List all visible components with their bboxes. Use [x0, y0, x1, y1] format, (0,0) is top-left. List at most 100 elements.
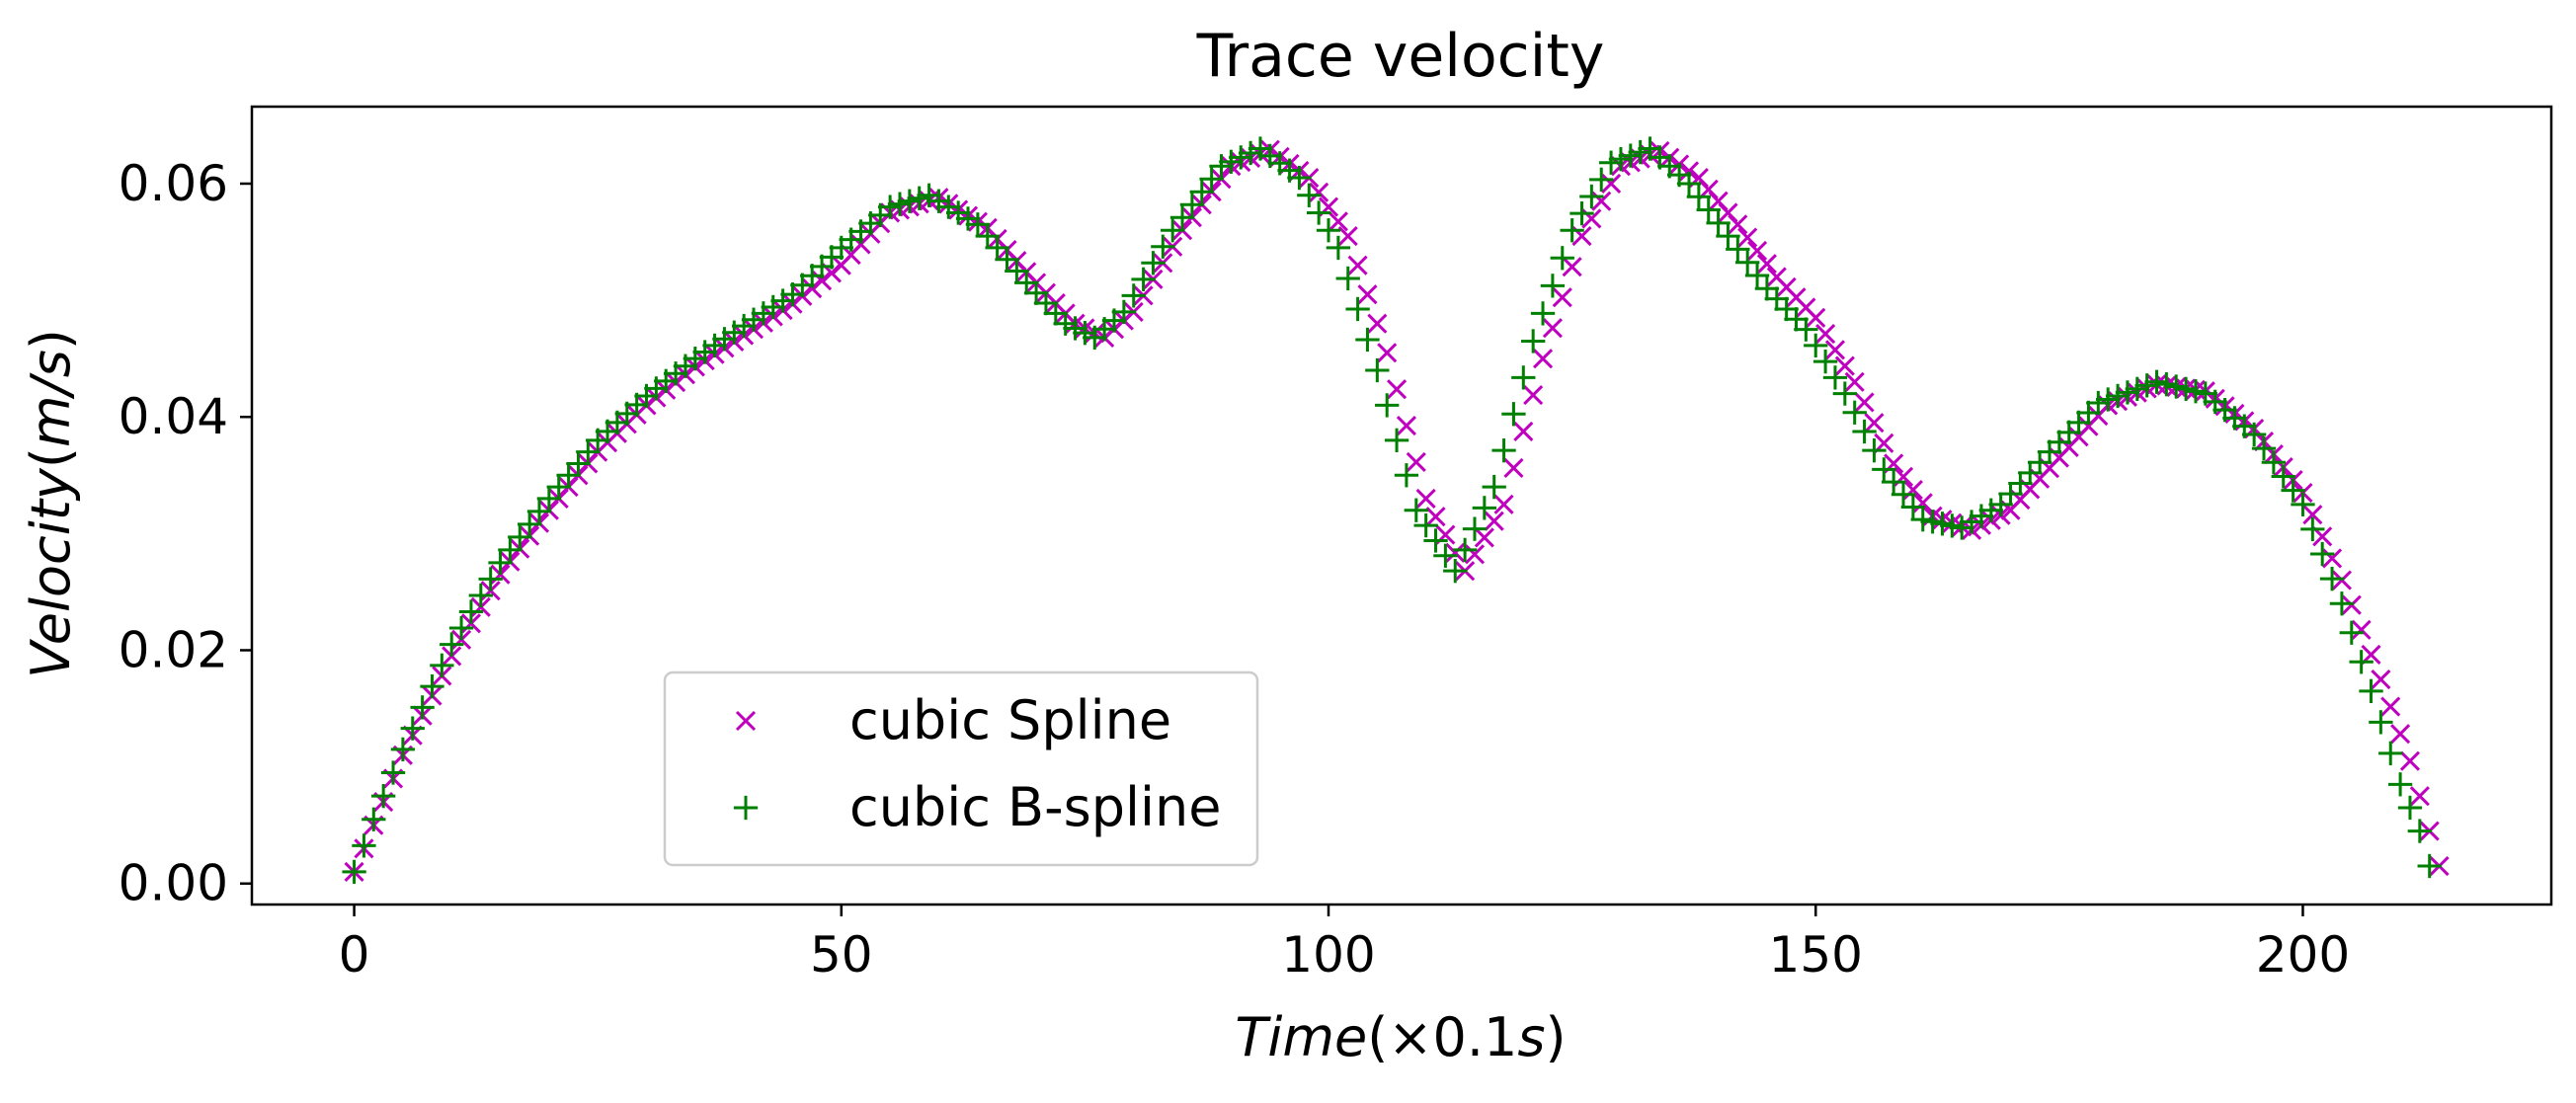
data-point [2349, 650, 2374, 674]
data-point [2319, 566, 2345, 591]
plot-frame [250, 105, 2553, 906]
data-point [1601, 173, 1622, 195]
y-axis-title-unit: m/s [20, 350, 82, 447]
data-point [1377, 343, 1398, 363]
data-point [1728, 214, 1748, 235]
data-point [1482, 474, 1506, 500]
x-tick-label: 0 [339, 926, 370, 984]
data-point [1365, 357, 1390, 383]
data-point [1756, 254, 1777, 275]
x-axis-title-close: ) [1546, 1006, 1567, 1068]
data-point [2378, 741, 2403, 765]
data-point [1774, 296, 1799, 322]
data-point [1474, 527, 1494, 548]
data-point [1179, 193, 1205, 217]
data-point [1404, 498, 1428, 522]
data-point [1111, 299, 1137, 325]
data-point [1297, 183, 1322, 207]
data-point [440, 632, 464, 657]
data-point [2359, 678, 2383, 703]
data-point [1394, 463, 1419, 488]
data-point [1073, 321, 1097, 346]
x-axis-title-unit: s [1517, 1006, 1545, 1068]
data-point [2409, 786, 2430, 807]
data-point [1812, 349, 1838, 374]
data-point [2407, 819, 2432, 843]
legend-marker-cubic-b-spline [733, 795, 759, 821]
data-point [576, 439, 601, 464]
data-point [2164, 374, 2189, 399]
data-point [2056, 420, 2081, 444]
data-point [907, 186, 931, 210]
data-point [1696, 197, 1721, 222]
data-point [1316, 218, 1341, 243]
data-point [2144, 369, 2169, 394]
data-point [1686, 185, 1712, 209]
data-point [1978, 498, 2003, 522]
data-point [1842, 400, 1867, 425]
data-point [2300, 516, 2325, 542]
data-point [2105, 383, 2131, 409]
data-point [1443, 559, 1468, 584]
data-point [1023, 280, 1049, 305]
data-point [897, 189, 922, 213]
data-point [508, 524, 532, 550]
data-point [1501, 402, 1526, 427]
data-point [1735, 250, 1760, 275]
legend-label-cubic-spline: cubic Spline [849, 689, 1171, 751]
data-point [488, 550, 513, 576]
data-point [1998, 482, 2023, 507]
data-point [478, 567, 503, 591]
data-point [1950, 515, 1974, 540]
x-tick-label: 150 [1769, 926, 1863, 984]
data-point [1542, 318, 1563, 339]
data-point [2380, 696, 2401, 717]
data-point [2390, 724, 2411, 745]
data-point [1326, 235, 1351, 261]
data-point [770, 288, 795, 313]
y-axis: 0.00 0.02 0.04 0.06 [119, 155, 252, 912]
chart-title: Trace velocity [1196, 22, 1605, 91]
y-tick-label: 0.04 [119, 388, 228, 445]
data-point [1550, 246, 1574, 271]
x-tick-label: 50 [810, 926, 873, 984]
data-point [1387, 379, 1408, 400]
data-point [1309, 182, 1329, 202]
data-point [1570, 200, 1594, 226]
legend-marker-symbol [733, 795, 759, 821]
data-point [1920, 510, 1945, 534]
data-point [1005, 259, 1029, 283]
data-point [2271, 464, 2295, 489]
data-point [1678, 161, 1700, 182]
data-point [1199, 167, 1224, 192]
data-point [1618, 143, 1643, 168]
data-point [1513, 421, 1534, 442]
data-point [1357, 284, 1378, 305]
data-point [2086, 390, 2111, 416]
data-point [1238, 140, 1263, 166]
data-point [877, 195, 903, 219]
data-point [1493, 494, 1514, 514]
data-point [1815, 323, 1836, 345]
data-point [1415, 488, 1436, 509]
data-point [936, 195, 961, 219]
data-point [1676, 171, 1702, 197]
data-point [1834, 355, 1855, 376]
legend-box [663, 670, 1259, 867]
data-point [526, 499, 552, 524]
y-tick-label: 0.02 [119, 621, 228, 678]
data-point [1764, 286, 1789, 311]
data-point [1872, 457, 1896, 482]
data-point [1744, 263, 1770, 288]
data-point [536, 486, 562, 512]
data-point [1562, 257, 1582, 277]
data-point [1822, 365, 1848, 390]
data-point [468, 583, 493, 608]
data-point [448, 615, 474, 641]
data-point [2096, 387, 2121, 412]
data-point [1988, 492, 2013, 516]
data-point [1540, 274, 1566, 298]
data-point [2027, 450, 2053, 475]
data-point [1969, 504, 1994, 528]
legend: cubic Spline cubic B-spline [663, 670, 1259, 867]
